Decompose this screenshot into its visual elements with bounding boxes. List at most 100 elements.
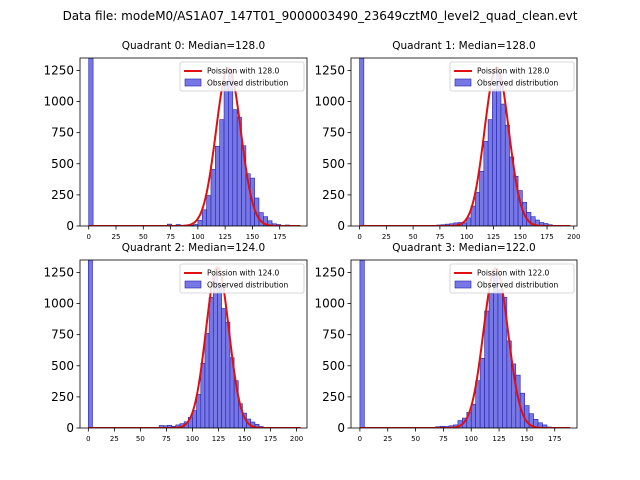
quadrant-2-panel: 0 250 500 750 1000 1250 0 25 50 75 100 125 150 175 200…	[43, 242, 308, 443]
y-tick-label: 1000	[314, 297, 345, 311]
histogram-bar	[88, 58, 94, 226]
y-tick-label: 750	[322, 328, 345, 342]
y-tick-label: 750	[51, 126, 74, 140]
panel-title: Quadrant 0: Median=128.0	[122, 40, 265, 52]
axes-frame	[350, 57, 578, 227]
x-tick-label: 100	[465, 435, 478, 443]
histogram-bar	[484, 310, 490, 428]
x-tick-label: 175	[540, 233, 553, 241]
quadrant-0-panel: 0 250 500 750 1000 1250 0 25 50 75 100 125 150 175 Qua…	[43, 40, 308, 241]
histogram-bar	[219, 119, 225, 226]
histogram-bar	[88, 260, 93, 428]
legend-label-observed: Observed distribution	[477, 281, 558, 290]
histogram-bar	[217, 283, 222, 428]
x-tick-label: 100	[460, 233, 473, 241]
legend-box	[449, 61, 575, 92]
y-tick-label: 1250	[43, 63, 74, 77]
histogram-bar	[474, 192, 480, 226]
histogram-bar	[487, 119, 493, 226]
x-tick-label: 75	[166, 233, 175, 241]
x-tick-label: 150	[514, 233, 527, 241]
histogram-bar	[215, 146, 220, 226]
x-tick-label: 75	[162, 435, 171, 443]
legend-bar-swatch	[454, 78, 472, 87]
x-tick-label: 50	[139, 233, 148, 241]
panel-title: Quadrant 2: Median=124.0	[122, 242, 265, 254]
y-tick-label: 0	[66, 219, 74, 233]
histogram-bar	[493, 273, 499, 428]
y-tick-label: 1250	[314, 63, 345, 77]
quadrant-3-panel: 0 250 500 750 1000 1250 0 25 50 75 100 125 150 175 Qua…	[314, 242, 578, 443]
histogram-bar	[228, 69, 234, 226]
legend-label-fit: Poission with 128.0	[207, 67, 280, 76]
x-tick-label: 50	[409, 233, 418, 241]
x-tick-label: 25	[110, 435, 119, 443]
x-tick-label: 75	[435, 233, 444, 241]
x-tick-label: 0	[357, 233, 361, 241]
x-tick-label: 50	[411, 435, 420, 443]
legend-bar-swatch	[184, 78, 202, 87]
histogram-bar	[206, 195, 212, 226]
x-tick-label: 125	[492, 435, 505, 443]
axes-frame	[79, 259, 308, 429]
legend-label-observed: Observed distribution	[207, 281, 288, 290]
plot-area	[359, 58, 571, 226]
legend-box	[179, 263, 305, 294]
y-tick-label: 500	[51, 157, 74, 171]
histogram-bar	[232, 109, 238, 226]
x-tick-label: 0	[86, 435, 90, 443]
y-tick-label: 500	[51, 359, 74, 373]
fit-curve	[88, 66, 301, 226]
histogram-bar	[504, 124, 510, 226]
y-tick-label: 250	[322, 390, 345, 404]
y-tick-label: 1000	[43, 297, 74, 311]
histogram-bar	[470, 404, 476, 428]
panel-title: Quadrant 1: Median=128.0	[392, 40, 535, 52]
x-tick-label: 125	[218, 233, 231, 241]
legend-bar-swatch	[454, 280, 472, 289]
y-tick-label: 250	[51, 390, 74, 404]
x-tick-label: 25	[382, 233, 391, 241]
histogram-bar	[497, 289, 503, 428]
histogram-bar	[479, 170, 485, 226]
histogram-bar	[488, 293, 494, 428]
y-tick-label: 0	[337, 219, 345, 233]
axes-frame	[79, 57, 308, 227]
histogram-bar	[359, 58, 365, 226]
histogram-bar	[479, 358, 485, 428]
axes-frame	[350, 259, 578, 429]
panel-title: Quadrant 3: Median=122.0	[392, 242, 535, 254]
legend-box	[179, 61, 305, 92]
x-tick-label: 150	[520, 435, 533, 443]
histogram-bar	[496, 71, 502, 226]
y-tick-label: 500	[322, 359, 345, 373]
histogram-bar	[197, 220, 203, 226]
y-tick-label: 1250	[43, 265, 74, 279]
figure-suptitle: Data file: modeM0/AS1A07_147T01_90000034…	[63, 9, 578, 23]
histogram-bar	[483, 141, 489, 226]
y-tick-label: 750	[51, 328, 74, 342]
histogram-bar	[201, 209, 207, 226]
y-tick-label: 1000	[43, 95, 74, 109]
x-tick-label: 125	[212, 435, 225, 443]
x-tick-label: 175	[264, 435, 277, 443]
x-tick-label: 175	[273, 233, 286, 241]
x-tick-label: 75	[439, 435, 448, 443]
x-tick-label: 150	[246, 233, 259, 241]
y-tick-label: 250	[51, 188, 74, 202]
histogram-bar	[212, 274, 218, 428]
x-tick-label: 150	[238, 435, 251, 443]
histogram-bar	[223, 81, 229, 226]
legend-label-fit: Poission with 128.0	[477, 67, 550, 76]
x-tick-label: 200	[290, 435, 303, 443]
x-tick-label: 50	[136, 435, 145, 443]
y-tick-label: 0	[66, 421, 74, 435]
x-tick-label: 25	[383, 435, 392, 443]
y-tick-label: 0	[337, 421, 345, 435]
x-tick-label: 0	[358, 435, 362, 443]
histogram-bar	[204, 333, 210, 428]
x-tick-label: 125	[487, 233, 500, 241]
legend-label-fit: Poission with 122.0	[477, 269, 550, 278]
y-tick-label: 1250	[314, 265, 345, 279]
